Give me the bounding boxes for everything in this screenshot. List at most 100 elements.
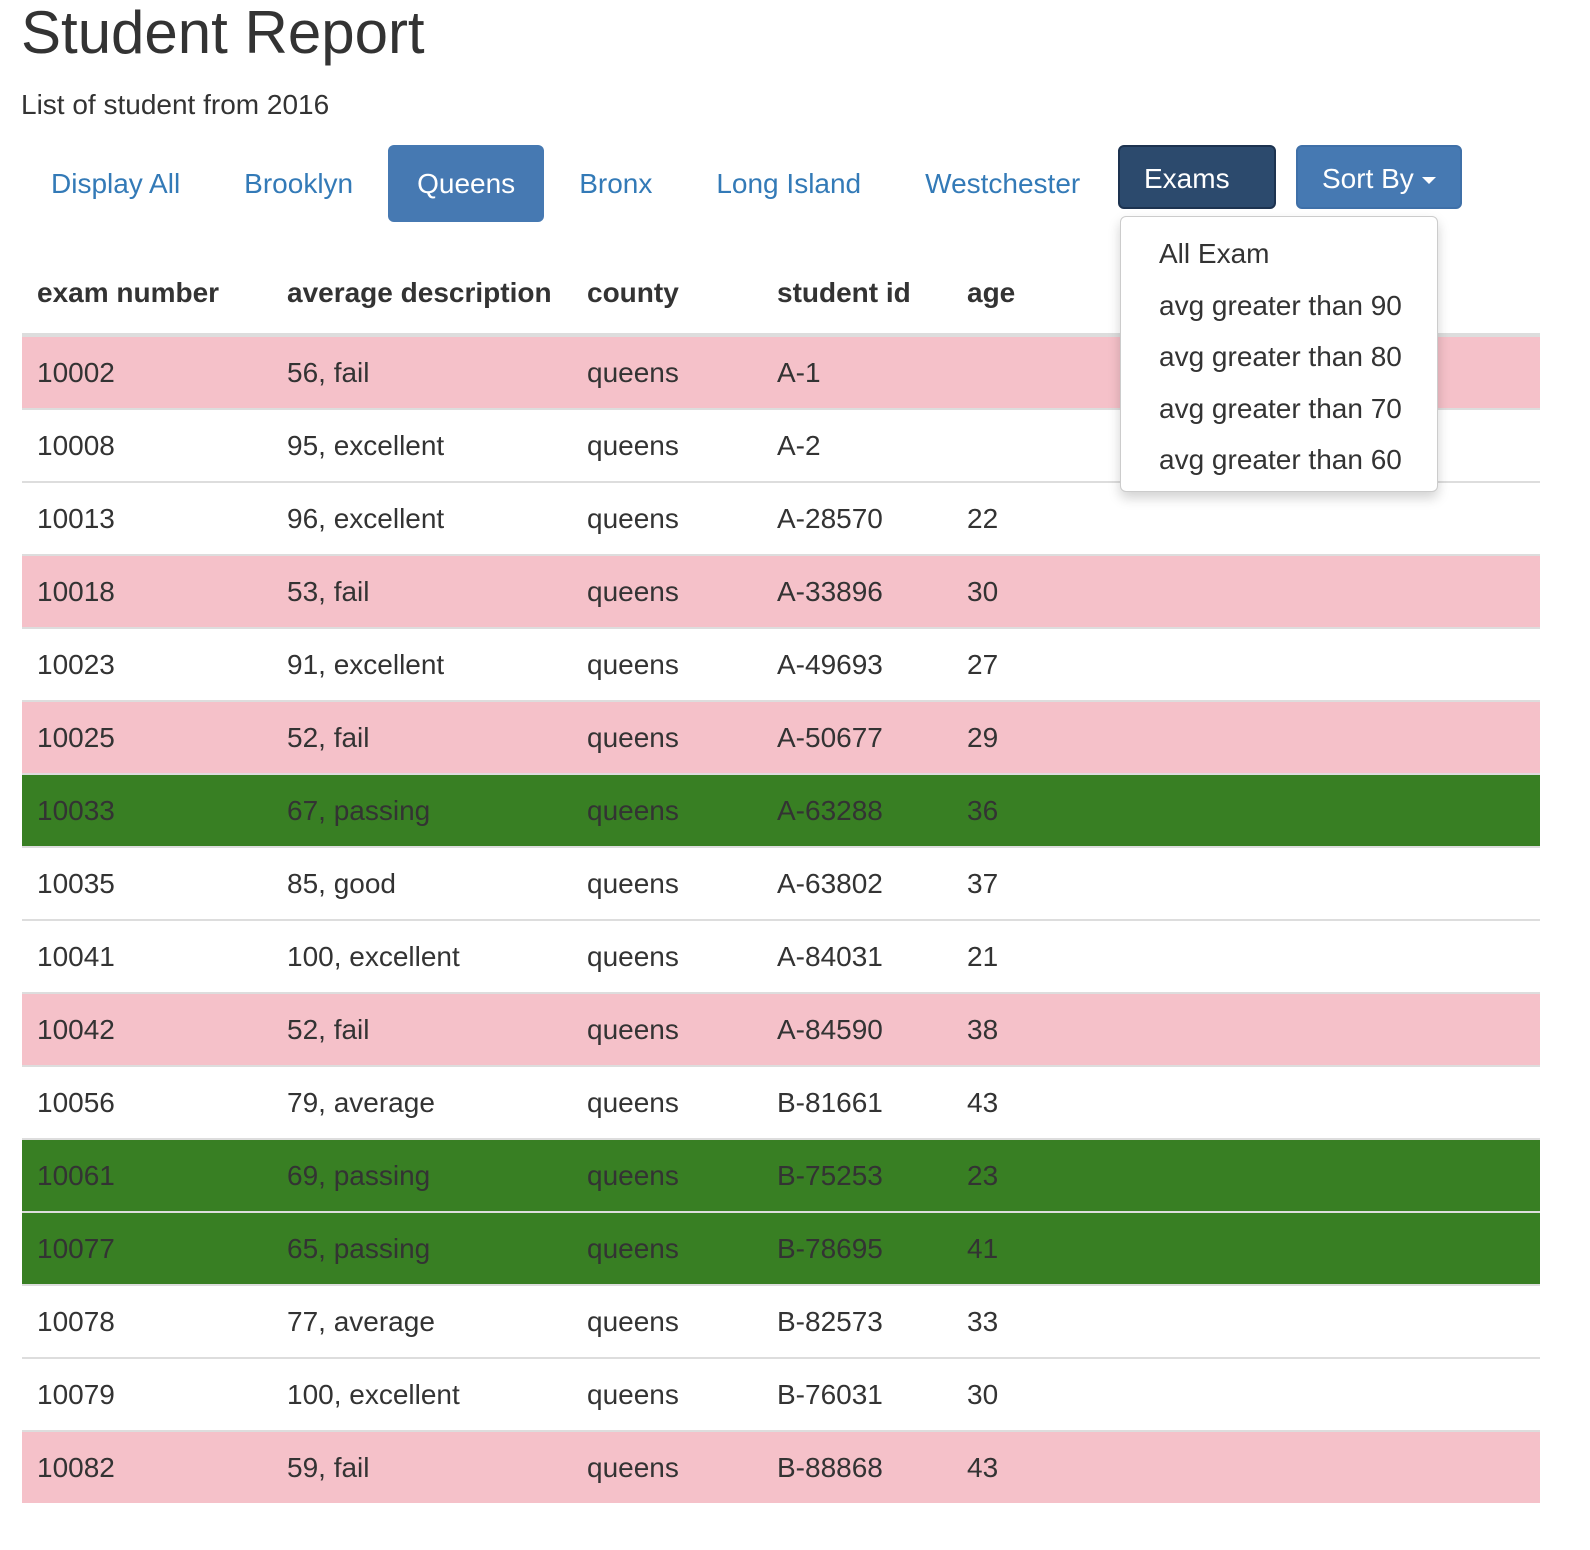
- cell-age: 27: [952, 627, 1052, 701]
- cell-exam-number: 10079: [22, 1357, 272, 1431]
- header-exam-number[interactable]: exam number: [22, 238, 272, 337]
- cell-county: queens: [572, 700, 762, 774]
- cell-filler: [1052, 773, 1540, 847]
- cell-average-description: 95, excellent: [272, 408, 572, 482]
- cell-age: 37: [952, 846, 1052, 920]
- cell-age: 21: [952, 919, 1052, 993]
- cell-average-description: 67, passing: [272, 773, 572, 847]
- exams-menu-item[interactable]: All Exam: [1159, 238, 1270, 269]
- header-county[interactable]: county: [572, 238, 762, 337]
- cell-filler: [1052, 1211, 1540, 1285]
- cell-filler: [1052, 1138, 1540, 1212]
- nav-bronx[interactable]: Bronx: [579, 168, 653, 199]
- cell-county: queens: [572, 554, 762, 628]
- cell-age: [952, 408, 1052, 482]
- nav-westchester[interactable]: Westchester: [925, 168, 1081, 199]
- cell-student-id: A-50677: [762, 700, 952, 774]
- cell-exam-number: 10018: [22, 554, 272, 628]
- cell-filler: [1052, 1284, 1540, 1358]
- cell-age: 30: [952, 554, 1052, 628]
- cell-exam-number: 10056: [22, 1065, 272, 1139]
- table-row: 10041 100, excellent queens A-84031 21: [22, 919, 1540, 993]
- exams-menu-item[interactable]: avg greater than 70: [1159, 392, 1402, 424]
- cell-student-id: A-28570: [762, 481, 952, 555]
- table-row: 10082 59, fail queens B-88868 43: [22, 1430, 1540, 1503]
- cell-student-id: B-76031: [762, 1357, 952, 1431]
- cell-student-id: A-84590: [762, 992, 952, 1066]
- cell-county: queens: [572, 1138, 762, 1212]
- table-row: 10061 69, passing queens B-75253 23: [22, 1138, 1540, 1212]
- cell-exam-number: 10002: [22, 334, 272, 409]
- cell-county: queens: [572, 1284, 762, 1358]
- exams-menu-item[interactable]: avg greater than 90: [1159, 289, 1402, 321]
- header-age[interactable]: age: [952, 238, 1052, 337]
- cell-filler: [1052, 554, 1540, 628]
- page-subtitle: List of student from 2016: [21, 89, 330, 120]
- cell-average-description: 77, average: [272, 1284, 572, 1358]
- cell-filler: [1052, 846, 1540, 920]
- cell-exam-number: 10013: [22, 481, 272, 555]
- table-row: 10078 77, average queens B-82573 33: [22, 1284, 1540, 1358]
- cell-county: queens: [572, 846, 762, 920]
- cell-county: queens: [572, 919, 762, 993]
- nav-long-island[interactable]: Long Island: [716, 168, 862, 199]
- sort-by-label: Sort By: [1322, 163, 1414, 194]
- cell-age: 43: [952, 1430, 1052, 1503]
- cell-county: queens: [572, 773, 762, 847]
- cell-average-description: 52, fail: [272, 700, 572, 774]
- cell-age: 29: [952, 700, 1052, 774]
- cell-filler: [1052, 1357, 1540, 1431]
- page-title: Student Report: [21, 0, 425, 66]
- exams-dropdown-menu: All Exam avg greater than 90 avg greater t…: [1120, 216, 1438, 492]
- cell-average-description: 85, good: [272, 846, 572, 920]
- cell-average-description: 100, excellent: [272, 1357, 572, 1431]
- sort-by-dropdown-button[interactable]: Sort By: [1296, 145, 1462, 209]
- cell-age: 33: [952, 1284, 1052, 1358]
- cell-average-description: 96, excellent: [272, 481, 572, 555]
- cell-age: 30: [952, 1357, 1052, 1431]
- cell-county: queens: [572, 1357, 762, 1431]
- cell-age: 36: [952, 773, 1052, 847]
- cell-filler: [1052, 481, 1540, 555]
- exams-menu-item[interactable]: avg greater than 80: [1159, 341, 1402, 372]
- cell-student-id: B-75253: [762, 1138, 952, 1212]
- cell-exam-number: 10035: [22, 846, 272, 920]
- cell-student-id: B-81661: [762, 1065, 952, 1139]
- cell-county: queens: [572, 992, 762, 1066]
- cell-exam-number: 10023: [22, 627, 272, 701]
- cell-county: queens: [572, 334, 762, 409]
- cell-age: 23: [952, 1138, 1052, 1212]
- cell-student-id: A-84031: [762, 919, 952, 993]
- cell-county: queens: [572, 408, 762, 482]
- table-row: 10077 65, passing queens B-78695 41: [22, 1211, 1540, 1285]
- exams-dropdown-button[interactable]: Exams: [1118, 145, 1276, 249]
- cell-filler: [1052, 1065, 1540, 1139]
- cell-age: 43: [952, 1065, 1052, 1139]
- exams-label: Exams: [1144, 163, 1230, 194]
- cell-average-description: 69, passing: [272, 1138, 572, 1212]
- cell-average-description: 52, fail: [272, 992, 572, 1066]
- cell-student-id: A-33896: [762, 554, 952, 628]
- nav-queens[interactable]: Queens: [388, 145, 545, 222]
- cell-average-description: 79, average: [272, 1065, 572, 1139]
- table-row: 10042 52, fail queens A-84590 38: [22, 992, 1540, 1066]
- nav-display-all[interactable]: Display All: [51, 168, 181, 199]
- exams-menu-item[interactable]: avg greater than 60: [1159, 444, 1402, 475]
- header-student-id[interactable]: student id: [762, 238, 952, 337]
- cell-filler: [1052, 992, 1540, 1066]
- table-row: 10079 100, excellent queens B-76031 30: [22, 1357, 1540, 1431]
- table-row: 10013 96, excellent queens A-28570 22: [22, 481, 1540, 555]
- cell-exam-number: 10033: [22, 773, 272, 847]
- cell-average-description: 91, excellent: [272, 627, 572, 701]
- cell-filler: [1052, 700, 1540, 774]
- county-nav: Display All Brooklyn Queens Bronx Long Islan…: [22, 145, 1115, 222]
- nav-brooklyn[interactable]: Brooklyn: [244, 168, 354, 199]
- cell-average-description: 59, fail: [272, 1430, 572, 1503]
- table-row: 10056 79, average queens B-81661 43: [22, 1065, 1540, 1139]
- header-average-description[interactable]: average description: [272, 238, 572, 337]
- cell-age: [952, 334, 1052, 409]
- cell-student-id: B-78695: [762, 1211, 952, 1285]
- cell-student-id: A-1: [762, 334, 952, 409]
- cell-county: queens: [572, 627, 762, 701]
- cell-filler: [1052, 919, 1540, 993]
